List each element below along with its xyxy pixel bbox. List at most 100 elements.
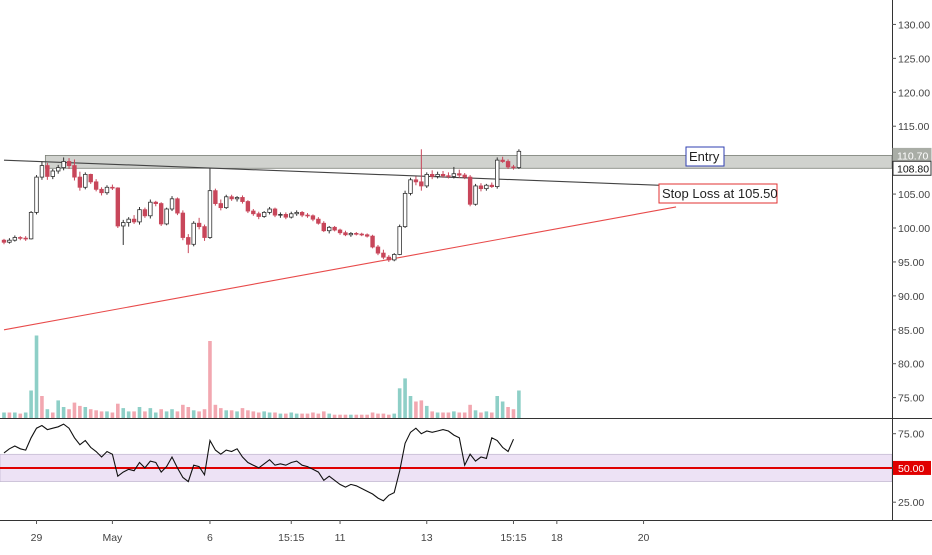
volume-bar bbox=[170, 409, 174, 418]
candle-down bbox=[343, 230, 348, 237]
volume-bar bbox=[137, 407, 142, 418]
candle-body bbox=[186, 237, 191, 245]
candle-down bbox=[175, 197, 180, 216]
candle-down bbox=[18, 236, 23, 241]
volume-bar bbox=[365, 414, 369, 418]
candle-down bbox=[386, 255, 392, 262]
volume-bar bbox=[219, 408, 223, 418]
price-tick-label: 80.00 bbox=[898, 359, 924, 371]
candle-body bbox=[343, 232, 348, 236]
candle-up bbox=[148, 199, 153, 219]
time-tick-label: 29 bbox=[31, 532, 43, 544]
price-tick-label: 130.00 bbox=[898, 19, 930, 31]
stop-loss-label-box bbox=[658, 183, 778, 204]
candle-down bbox=[1, 238, 7, 245]
candle-up bbox=[12, 235, 18, 242]
volume-bar bbox=[7, 412, 12, 418]
candle-body bbox=[34, 176, 39, 213]
candle-body bbox=[489, 184, 494, 188]
candle-up bbox=[261, 211, 267, 218]
candle-down bbox=[88, 173, 93, 184]
candle-up bbox=[191, 221, 196, 247]
candle-down bbox=[511, 164, 516, 170]
candle-down bbox=[180, 210, 186, 241]
volume-bar bbox=[251, 411, 256, 418]
volume-bar bbox=[56, 400, 60, 418]
candle-up bbox=[61, 157, 66, 171]
volume-bar bbox=[397, 388, 402, 418]
volume-bar bbox=[446, 412, 451, 418]
candle-down bbox=[413, 176, 419, 186]
candle-body bbox=[1, 239, 7, 243]
rsi-badge-label: 50.00 bbox=[898, 463, 924, 475]
candle-down bbox=[332, 225, 337, 232]
candle-down bbox=[457, 169, 462, 178]
candle-body bbox=[375, 246, 381, 254]
volume-bar bbox=[495, 396, 500, 418]
candle-down bbox=[467, 175, 473, 207]
candle-down bbox=[375, 244, 381, 256]
candles bbox=[1, 149, 522, 262]
candle-body bbox=[77, 176, 83, 188]
price-tick-label: 90.00 bbox=[898, 291, 924, 303]
candle-up bbox=[207, 168, 213, 239]
candle-body bbox=[435, 173, 440, 177]
candle-up bbox=[267, 206, 272, 215]
volume-bar bbox=[262, 411, 266, 418]
price-badge bbox=[892, 160, 932, 176]
candle-down bbox=[196, 217, 202, 230]
annotations: Entry Stop Loss at 105.50 bbox=[658, 146, 778, 204]
candle-body bbox=[337, 229, 343, 234]
candle-body bbox=[511, 166, 516, 169]
candle-body bbox=[213, 190, 218, 204]
candle-down bbox=[218, 199, 223, 211]
candle-down bbox=[158, 202, 164, 226]
volume-bar bbox=[67, 409, 71, 418]
price-tick-label: 115.00 bbox=[898, 121, 929, 133]
volume-bar bbox=[88, 409, 93, 418]
candle-body bbox=[83, 173, 88, 188]
candle-body bbox=[202, 226, 207, 238]
candle-body bbox=[23, 237, 28, 240]
candle-body bbox=[332, 226, 337, 231]
candle-body bbox=[164, 208, 169, 225]
volume-bar bbox=[359, 414, 364, 418]
volume-bar bbox=[370, 412, 375, 418]
entry-label-box bbox=[685, 146, 725, 167]
candle-down bbox=[23, 236, 28, 241]
volume-bar bbox=[13, 412, 17, 418]
candle-down bbox=[381, 249, 386, 260]
candle-body bbox=[305, 214, 310, 217]
volume-bar bbox=[392, 413, 397, 418]
time-tick-label: 20 bbox=[638, 532, 650, 544]
volume-bar bbox=[191, 410, 196, 418]
volume-bar bbox=[235, 411, 239, 418]
candle-body bbox=[316, 218, 321, 224]
candle-down bbox=[229, 194, 234, 201]
volume-bar bbox=[327, 413, 331, 418]
candle-body bbox=[180, 212, 186, 238]
volume-bar bbox=[208, 341, 212, 418]
volume-bar bbox=[408, 396, 413, 418]
candle-down bbox=[429, 170, 435, 180]
candle-down bbox=[446, 172, 451, 179]
candle-body bbox=[451, 173, 457, 177]
volume-bar bbox=[349, 414, 353, 418]
candle-down bbox=[354, 232, 359, 236]
candle-down bbox=[110, 184, 115, 190]
trendlines bbox=[3, 159, 677, 331]
time-tick-label: 18 bbox=[551, 532, 563, 544]
volume-bar bbox=[153, 412, 158, 418]
volume-bar bbox=[45, 409, 50, 418]
candle-body bbox=[495, 159, 500, 188]
resistance-trendline bbox=[3, 159, 677, 187]
candle-body bbox=[12, 237, 18, 241]
candle-body bbox=[364, 234, 370, 237]
volume-bar bbox=[441, 412, 445, 418]
volume-bar bbox=[500, 401, 505, 418]
candle-up bbox=[473, 183, 478, 206]
volume-bar bbox=[419, 400, 424, 418]
candle-up bbox=[392, 253, 397, 262]
rsi-tick-label: 25.00 bbox=[898, 497, 924, 509]
